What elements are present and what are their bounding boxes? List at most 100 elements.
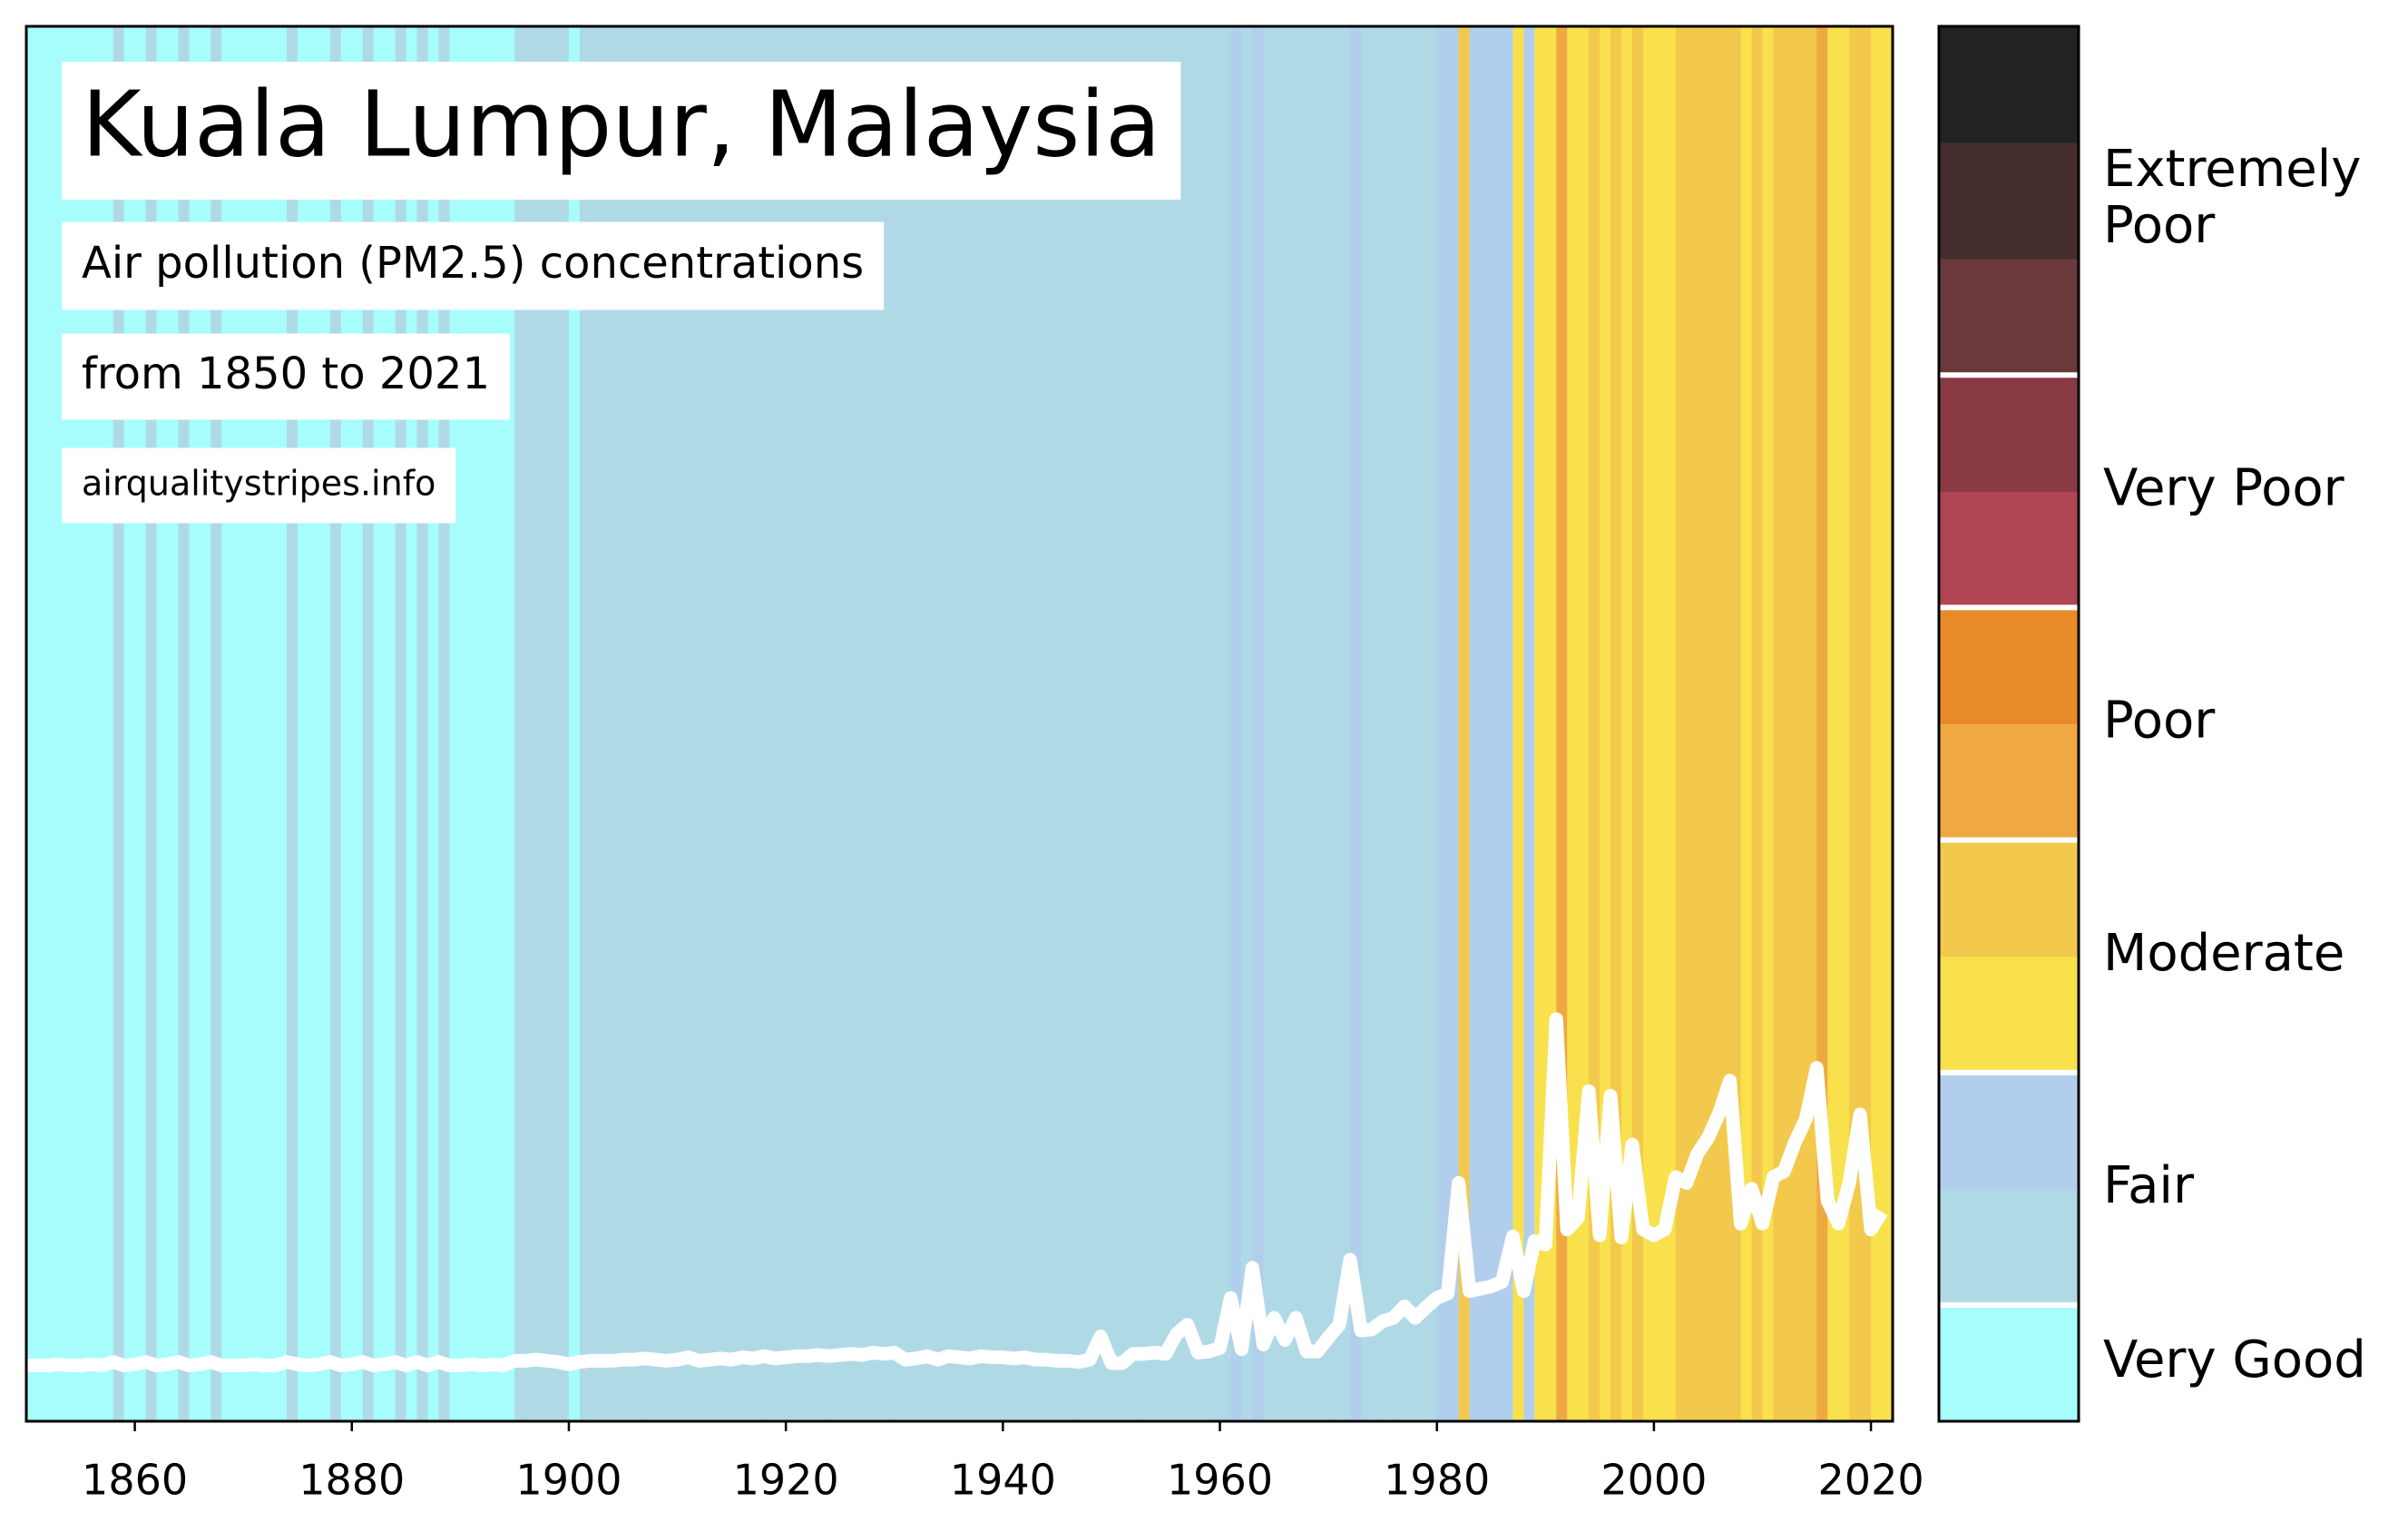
stripe xyxy=(850,26,863,1421)
stripe xyxy=(47,26,60,1421)
chart-source: airqualitystripes.info xyxy=(82,464,436,504)
stripe xyxy=(1111,26,1123,1421)
stripe xyxy=(1079,26,1091,1421)
stripe xyxy=(1860,26,1872,1421)
colorbar-bin xyxy=(1939,259,2079,376)
colorbar: Very Good Fair Moderate Poor Very Poor Extrem… xyxy=(1939,26,2377,1422)
stripe xyxy=(981,26,993,1421)
stripe xyxy=(1024,26,1036,1421)
stripe xyxy=(1729,26,1742,1421)
x-axis: 1860 1880 1900 1920 1940 1960 1980 2000 2020 xyxy=(82,1421,1924,1505)
colorbar-label: Very Good xyxy=(2103,1331,2366,1389)
stripe xyxy=(1686,26,1698,1421)
stripe xyxy=(839,26,852,1421)
plot-frame xyxy=(24,25,1894,1423)
stripe xyxy=(1382,26,1395,1421)
stripe xyxy=(1090,26,1101,1421)
stripe xyxy=(861,26,874,1421)
line-layer xyxy=(26,1012,1888,1373)
x-tick-label: 1940 xyxy=(950,1456,1056,1505)
stripe xyxy=(1512,26,1524,1421)
stripe xyxy=(1013,26,1025,1421)
stripe xyxy=(579,26,592,1421)
stripe xyxy=(633,26,646,1421)
stripe xyxy=(992,26,1003,1421)
stripe xyxy=(1436,26,1449,1421)
titles: Kuala Lumpur, Malaysia Air pollution (PM… xyxy=(82,71,1160,503)
stripe xyxy=(1393,26,1405,1421)
stripe xyxy=(1578,26,1590,1421)
stripe xyxy=(547,26,559,1421)
stripe xyxy=(568,26,581,1421)
stripe xyxy=(872,26,885,1421)
stripe xyxy=(1697,26,1709,1421)
colorbar-bin xyxy=(1939,723,2079,841)
stripe xyxy=(1068,26,1080,1421)
stripe xyxy=(948,26,961,1421)
colorbar-label: Moderate xyxy=(2103,924,2344,983)
title-box xyxy=(62,221,885,310)
stripe xyxy=(797,26,808,1421)
stripe xyxy=(688,26,700,1421)
stripe xyxy=(590,26,602,1421)
stripe xyxy=(1589,26,1600,1421)
stripe xyxy=(926,26,939,1421)
colorbar-bin xyxy=(1939,26,2079,143)
stripe xyxy=(1882,26,1894,1421)
chart-period: from 1850 to 2021 xyxy=(82,349,490,399)
colorbar-bin xyxy=(1939,840,2079,957)
colorbar-label: Extremely Poor xyxy=(2103,140,2377,255)
colorbar-label: Very Poor xyxy=(2103,458,2345,517)
title-box xyxy=(62,447,456,524)
chart-title: Kuala Lumpur, Malaysia xyxy=(82,71,1160,177)
stripe xyxy=(1718,26,1731,1421)
x-tick-label: 1880 xyxy=(299,1456,405,1505)
title-box xyxy=(62,333,510,420)
x-tick-label: 1860 xyxy=(82,1456,188,1505)
stripe xyxy=(1350,26,1362,1421)
stripe xyxy=(536,26,548,1421)
stripe xyxy=(1209,26,1221,1421)
stripe xyxy=(1491,26,1503,1421)
stripe xyxy=(731,26,743,1421)
stripe xyxy=(905,26,917,1421)
x-tick-label: 1980 xyxy=(1384,1456,1490,1505)
stripe xyxy=(1360,26,1373,1421)
x-tick-label: 2020 xyxy=(1818,1456,1924,1505)
stripe xyxy=(1610,26,1622,1421)
stripe xyxy=(1307,26,1318,1421)
stripe xyxy=(36,26,49,1421)
stripe xyxy=(1414,26,1427,1421)
stripe xyxy=(1740,26,1753,1421)
stripe xyxy=(1458,26,1471,1421)
stripe xyxy=(1838,26,1850,1421)
stripe xyxy=(937,26,950,1421)
stripe xyxy=(1502,26,1514,1421)
stripe xyxy=(1827,26,1839,1421)
stripe xyxy=(1132,26,1145,1421)
stripe xyxy=(1176,26,1189,1421)
chart-subtitle: Air pollution (PM2.5) concentrations xyxy=(82,238,864,289)
stripe xyxy=(764,26,776,1421)
title-boxes xyxy=(62,62,1181,524)
stripe xyxy=(1675,26,1688,1421)
stripe xyxy=(720,26,732,1421)
stripe xyxy=(1806,26,1817,1421)
stripe xyxy=(1035,26,1047,1421)
stripe xyxy=(1328,26,1340,1421)
stripe xyxy=(1534,26,1546,1421)
stripe xyxy=(514,26,526,1421)
stripe xyxy=(1425,26,1438,1421)
stripe xyxy=(818,26,830,1421)
stripe xyxy=(1621,26,1633,1421)
x-tick-label: 1900 xyxy=(515,1456,622,1505)
x-tick-label: 1920 xyxy=(733,1456,839,1505)
stripe xyxy=(1404,26,1416,1421)
x-tick-label: 1960 xyxy=(1167,1456,1273,1505)
stripe xyxy=(1154,26,1167,1421)
stripe xyxy=(699,26,711,1421)
stripe xyxy=(622,26,635,1421)
stripe xyxy=(1784,26,1796,1421)
stripe xyxy=(1296,26,1307,1421)
